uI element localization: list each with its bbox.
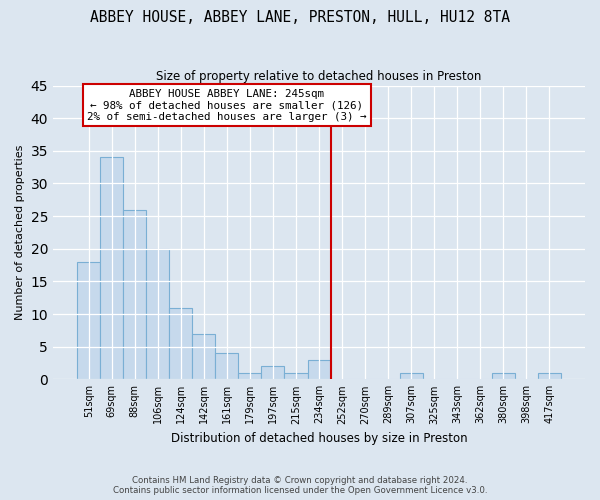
Bar	[400, 373, 422, 380]
Text: ABBEY HOUSE ABBEY LANE: 245sqm
← 98% of detached houses are smaller (126)
2% of : ABBEY HOUSE ABBEY LANE: 245sqm ← 98% of …	[87, 89, 367, 122]
Text: ABBEY HOUSE, ABBEY LANE, PRESTON, HULL, HU12 8TA: ABBEY HOUSE, ABBEY LANE, PRESTON, HULL, …	[90, 10, 510, 25]
Bar	[146, 248, 169, 380]
Bar	[100, 158, 123, 380]
Bar	[77, 262, 100, 380]
Y-axis label: Number of detached properties: Number of detached properties	[15, 144, 25, 320]
Title: Size of property relative to detached houses in Preston: Size of property relative to detached ho…	[157, 70, 482, 83]
Bar	[262, 366, 284, 380]
Bar	[123, 210, 146, 380]
Bar	[308, 360, 331, 380]
Text: Contains HM Land Registry data © Crown copyright and database right 2024.
Contai: Contains HM Land Registry data © Crown c…	[113, 476, 487, 495]
Bar	[284, 373, 308, 380]
Bar	[538, 373, 561, 380]
Bar	[492, 373, 515, 380]
Bar	[215, 353, 238, 380]
X-axis label: Distribution of detached houses by size in Preston: Distribution of detached houses by size …	[171, 432, 467, 445]
Bar	[169, 308, 193, 380]
Bar	[193, 334, 215, 380]
Bar	[238, 373, 262, 380]
